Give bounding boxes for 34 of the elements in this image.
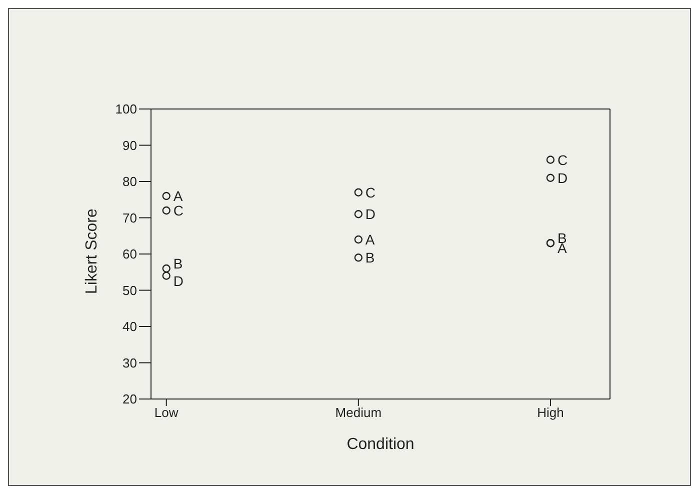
series-label: C: [173, 202, 184, 218]
text: C: [557, 152, 568, 168]
text: A: [365, 232, 375, 248]
x-axis-title: Condition: [346, 436, 414, 453]
point: [162, 272, 170, 280]
x-tick-label: Low: [154, 405, 179, 420]
y-tick-label: 40: [122, 319, 137, 334]
text: C: [365, 184, 376, 200]
x-tick-label: Medium: [335, 405, 382, 420]
point: [546, 156, 555, 164]
y-tick-label: 80: [122, 174, 137, 190]
y-tick-label: 60: [122, 246, 137, 262]
series-label: B: [365, 250, 375, 266]
text: D: [173, 272, 184, 289]
text: B: [173, 256, 183, 272]
point: [354, 235, 363, 244]
y-tick-label: 90: [122, 138, 137, 153]
x-tick-label: High: [537, 405, 564, 420]
point: [354, 210, 363, 218]
y-tick-label: 30: [122, 355, 137, 370]
point: [354, 254, 363, 262]
point: [546, 174, 555, 182]
y-tick-label: 70: [122, 210, 137, 226]
text: D: [557, 170, 568, 186]
point: [162, 264, 170, 273]
point: [162, 206, 170, 215]
series-label: D: [365, 206, 376, 222]
point: [162, 192, 170, 200]
y-axis-title: Likert Score: [84, 208, 101, 294]
point: [354, 188, 363, 196]
y-tick-label: 50: [122, 282, 137, 298]
y-tick-label: 20: [122, 392, 137, 407]
y-tick-label: 100: [115, 102, 137, 117]
series-label: A: [173, 188, 184, 204]
